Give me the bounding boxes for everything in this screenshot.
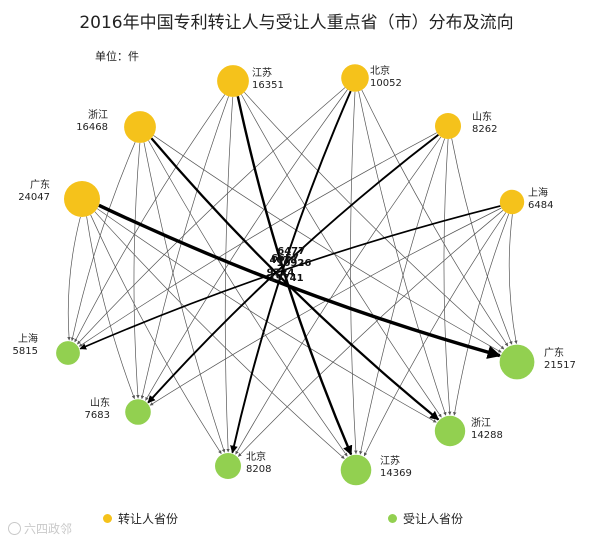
source-value-label: 8262: [472, 124, 497, 135]
source-name-label: 江苏: [252, 66, 272, 79]
source-value-label: 16351: [252, 80, 284, 91]
flow-edge-浙江>北京: [143, 142, 226, 453]
flow-edge-上海>广东: [508, 214, 518, 345]
flow-edge-上海>北京: [238, 210, 504, 457]
source-node-北京: [341, 64, 369, 92]
source-node-浙江: [124, 111, 156, 143]
flow-edge-广东>上海: [67, 216, 81, 341]
target-name-label: 山东: [90, 396, 110, 409]
source-value-label: 16468: [76, 122, 108, 133]
target-name-label: 江苏: [380, 454, 400, 467]
target-node-浙江: [434, 415, 466, 447]
watermark-text: 六四政邻: [24, 522, 73, 536]
source-name-label: 北京: [370, 64, 390, 77]
legend-source-swatch: [103, 514, 112, 523]
target-node-江苏: [340, 454, 372, 486]
legend-target: 受让人省份: [388, 510, 463, 527]
flow-edge-上海>浙江: [453, 213, 510, 416]
watermark: 六四政邻: [8, 520, 72, 537]
source-node-上海: [499, 189, 525, 215]
flow-edge-北京>浙江: [358, 91, 447, 416]
target-name-label: 浙江: [471, 417, 491, 429]
source-value-label: 24047: [18, 192, 50, 203]
target-value-label: 14288: [471, 430, 503, 441]
source-node-山东: [435, 113, 461, 139]
major-flow-edge-上海-上海: [79, 205, 501, 350]
target-value-label: 14369: [380, 468, 412, 479]
unit-label: 单位：件: [95, 50, 139, 63]
flow-edge-江苏>广东: [244, 91, 505, 350]
major-flow-edges: [79, 90, 502, 456]
flow-edge-北京>江苏: [350, 91, 358, 455]
flow-edge-江苏>上海: [74, 94, 226, 343]
watermark-icon: [8, 522, 21, 535]
flow-edge-浙江>广东: [153, 135, 502, 353]
flow-edge-山东>上海: [78, 132, 437, 347]
flow-value-label: 9724: [267, 267, 295, 278]
flow-edge-江苏>山东: [140, 96, 229, 400]
legend-source-label: 转让人省份: [118, 512, 179, 526]
major-flow-edge-浙江-浙江: [150, 137, 440, 421]
legend-target-swatch: [388, 514, 397, 523]
target-value-label: 8208: [246, 464, 271, 475]
major-flow-edge-山东-山东: [147, 134, 439, 404]
source-value-label: 6484: [528, 200, 553, 211]
flow-edge-浙江>江苏: [148, 140, 348, 457]
legend-source: 转让人省份: [103, 510, 178, 527]
flow-edge-江苏>北京: [224, 96, 234, 453]
target-value-label: 21517: [544, 360, 576, 371]
flow-value-label: 10926: [277, 258, 312, 269]
target-node-广东: [499, 344, 535, 380]
target-name-label: 广东: [544, 346, 564, 359]
flow-edge-北京>上海: [77, 87, 346, 345]
flow-edge-广东>山东: [86, 216, 136, 400]
flow-edge-上海>江苏: [363, 212, 507, 457]
target-name-label: 北京: [246, 450, 266, 463]
flow-edge-浙江>山东: [133, 142, 141, 399]
major-flow-edge-北京-北京: [230, 90, 352, 454]
source-name-label: 广东: [30, 178, 50, 191]
flow-edge-山东>北京: [235, 136, 442, 455]
target-value-label: 5815: [13, 346, 38, 357]
target-value-label: 7683: [85, 410, 110, 421]
source-value-label: 10052: [370, 78, 402, 89]
flow-value-label: 19741: [269, 273, 304, 284]
flow-edge-山东>广东: [451, 138, 513, 345]
source-node-广东: [64, 181, 100, 217]
flow-edge-江苏>浙江: [241, 94, 442, 418]
province-nodes: [56, 64, 535, 486]
flow-edge-广东>北京: [90, 214, 222, 454]
source-node-江苏: [217, 65, 249, 97]
minor-flow-edges: [67, 87, 518, 459]
legend-target-label: 受让人省份: [403, 512, 464, 526]
chart-title: 2016年中国专利转让人与受让人重点省（市）分布及流向: [79, 13, 514, 33]
flow-edge-广东>浙江: [96, 208, 437, 423]
flow-value-label: 6657: [271, 253, 299, 264]
major-flow-edge-江苏-江苏: [236, 95, 353, 456]
major-flow-edge-广东-广东: [98, 203, 502, 359]
flow-edge-上海>山东: [149, 207, 502, 406]
target-node-上海: [56, 341, 80, 365]
flow-edge-山东>江苏: [359, 138, 445, 455]
flow-edge-浙江>上海: [70, 142, 136, 342]
target-node-北京: [215, 453, 241, 479]
target-name-label: 上海: [18, 332, 38, 345]
flow-value-label: 4073: [269, 255, 297, 266]
flow-edge-北京>山东: [145, 89, 348, 401]
flow-edge-北京>广东: [361, 89, 509, 347]
target-node-山东: [125, 399, 151, 425]
flow-edge-广东>江苏: [94, 211, 345, 459]
source-name-label: 山东: [472, 110, 492, 123]
flow-value-label: 6477: [277, 246, 305, 257]
flow-edge-山东>浙江: [443, 138, 452, 416]
source-name-label: 上海: [528, 186, 548, 199]
source-name-label: 浙江: [88, 109, 108, 121]
